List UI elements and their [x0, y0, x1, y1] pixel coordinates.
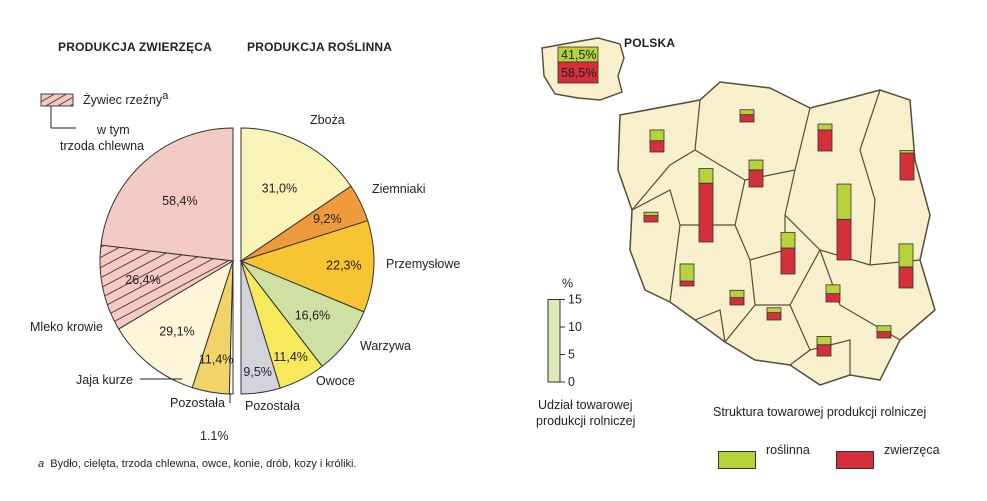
animal-ext-label-jaja: Jaja kurze — [76, 373, 133, 387]
bar-lubuskie-zwierzeca — [643, 215, 659, 223]
animal-value-label-4: 1,1% — [200, 429, 229, 440]
bar-opolskie-zwierzeca — [729, 297, 745, 306]
plant-value-label-2: 22,3% — [326, 258, 361, 272]
plant-value-label-3: 16,6% — [295, 309, 330, 323]
region-border-1 — [694, 107, 811, 181]
bar-lubelskie-roslinna — [898, 243, 914, 268]
wtym-label-line2: trzoda chlewna — [60, 139, 145, 153]
animal-ext-label-pozostala: Pozostała — [170, 396, 225, 410]
region-border-3 — [859, 89, 881, 266]
plant-ext-label-3: Warzywa — [360, 339, 411, 353]
scale-tick-label-0: 15 — [568, 293, 582, 307]
scale-tick-label-3: 0 — [568, 375, 575, 389]
bar-kujawsko-pomorskie-roslinna — [748, 159, 764, 171]
plant-slice-5 — [240, 260, 281, 395]
bar-lodzkie-zwierzeca — [780, 247, 796, 275]
animal-pie — [99, 127, 235, 395]
bar-lodzkie-roslinna — [780, 231, 796, 249]
animal-value-label-1: 26,4% — [125, 273, 160, 287]
poland-roslinna-pct: 41,5% — [561, 48, 597, 62]
bar-opolskie-roslinna — [729, 289, 745, 299]
bar-slaskie-zwierzeca — [766, 312, 782, 321]
scale-caption-line2: produkcji rolniczej — [536, 414, 636, 428]
pie-charts: 58,4% 26,4% 29,1% 11,4% 1,1% Mleko krowie Jaja… — [30, 113, 460, 440]
plant-slice-2 — [239, 220, 375, 313]
plant-value-label-5: 9,5% — [243, 365, 272, 379]
bar-wielkopolskie-zwierzeca — [698, 182, 714, 243]
bar-swietokrzyskie-zwierzeca — [825, 293, 841, 303]
bar-warminsko-mazurskie-zwierzeca — [817, 129, 833, 152]
bar-wielkopolskie-roslinna — [698, 168, 714, 184]
zywiec-label: Żywiec rzeźnya — [83, 90, 169, 108]
poland-label: POLSKA — [624, 36, 676, 50]
animal-value-label-3: 11,4% — [199, 353, 234, 367]
bar-swietokrzyskie-roslinna — [825, 284, 841, 295]
footnote: a Bydło, cielęta, trzoda chlewna, owce, … — [38, 458, 357, 470]
bar-lubelskie-zwierzeca — [898, 266, 914, 289]
animal-slice-0 — [100, 127, 234, 262]
animal-slice-2 — [118, 259, 234, 389]
animal-slice-4 — [228, 260, 234, 395]
poland-outline — [617, 81, 936, 386]
plant-ext-label-0: Zboża — [310, 113, 345, 127]
plant-ext-label-4: Owoce — [316, 374, 355, 388]
bar-lubuskie-roslinna — [643, 211, 659, 217]
inset-bar-zwierzeca — [557, 61, 599, 84]
scale-bar — [547, 299, 561, 383]
map-body: 15 10 5 0% — [541, 37, 936, 389]
plant-ext-label-5: Pozostała — [245, 399, 300, 413]
bar-mazowieckie-roslinna — [836, 183, 852, 220]
bar-malopolskie-zwierzeca — [816, 344, 832, 357]
bar-slaskie-roslinna — [766, 307, 782, 314]
poland-zwierzeca-pct: 58,5% — [561, 66, 597, 80]
bar-dolnoslaskie-zwierzeca — [679, 280, 695, 287]
zywiec-legend-swatch — [40, 93, 76, 129]
pie-labels: 58,4% 26,4% 29,1% 11,4% 1,1% Mleko krowie Jaja… — [30, 113, 460, 440]
bar-mazowieckie-zwierzeca — [836, 218, 852, 261]
plant-pie — [239, 127, 375, 395]
bar-pomorskie-roslinna — [739, 109, 755, 116]
bar-warminsko-mazurskie-roslinna — [817, 123, 833, 131]
map-bars — [643, 109, 915, 357]
legend-roslinna-label: roślinna — [766, 443, 810, 457]
bar-podkarpackie-zwierzeca — [876, 331, 892, 339]
animal-value-label-0: 58,4% — [162, 194, 197, 208]
plant-slice-0 — [240, 127, 352, 262]
plant-ext-label-2: Przemysłowe — [386, 257, 460, 271]
bar-podlaskie-roslinna — [899, 150, 915, 154]
bar-podkarpackie-roslinna — [876, 325, 892, 333]
bar-zachodniopomorskie-roslinna — [649, 129, 665, 142]
bar-malopolskie-roslinna — [816, 335, 832, 346]
plant-value-label-4: 11,4% — [273, 350, 308, 364]
poland-map: 15 10 5 0% — [541, 37, 936, 389]
region-border-0 — [631, 99, 701, 211]
plant-value-label-0: 31,0% — [262, 182, 297, 196]
scale-caption-line1: Udział towarowej — [538, 398, 633, 412]
scale-tick-label-1: 10 — [568, 320, 582, 334]
bar-zachodniopomorskie-zwierzeca — [649, 140, 665, 153]
bar-podlaskie-zwierzeca — [899, 152, 915, 181]
region-border-12 — [694, 309, 726, 343]
animal-value-label-2: 29,1% — [159, 324, 194, 338]
plant-value-label-1: 9,2% — [313, 212, 342, 226]
wtym-label-line1: w tym — [97, 123, 130, 137]
bar-dolnoslaskie-roslinna — [679, 263, 695, 282]
animal-ext-label-mleko: Mleko krowie — [30, 320, 103, 334]
legend-zwierzeca-swatch — [836, 451, 874, 469]
map-legend-title: Struktura towarowej produkcji rolniczej — [713, 405, 927, 419]
bar-kujawsko-pomorskie-zwierzeca — [748, 169, 764, 188]
bar-pomorskie-zwierzeca — [739, 114, 755, 123]
animal-slice-hatch — [100, 245, 233, 330]
animal-production-header: PRODUKCJA ZWIERZĘCA — [58, 40, 213, 54]
plant-ext-label-1: Ziemniaki — [372, 182, 426, 196]
region-border-11 — [631, 189, 681, 226]
scale-unit-label: % — [562, 277, 573, 291]
plant-production-header: PRODUKCJA ROŚLINNA — [247, 40, 393, 54]
legend-roslinna-swatch — [718, 451, 756, 469]
scale-tick-label-2: 5 — [568, 348, 575, 362]
legend-zwierzeca-label: zwierzęca — [884, 443, 940, 457]
